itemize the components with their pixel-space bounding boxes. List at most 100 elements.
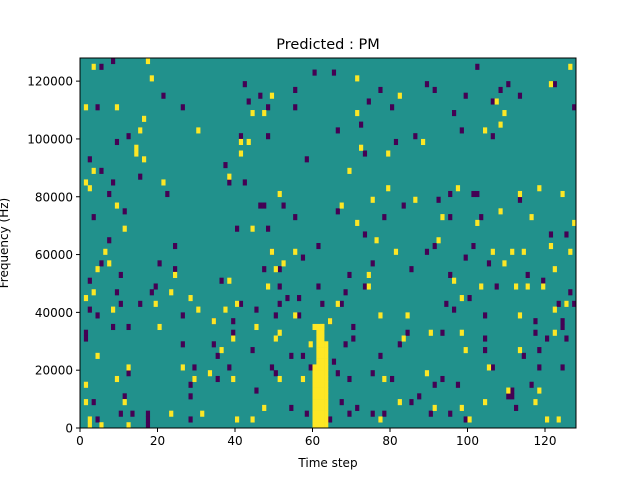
low-cell [91, 399, 96, 406]
high-cell [537, 185, 542, 192]
low-cell [145, 410, 151, 417]
high-cell [475, 219, 480, 226]
high-cell [262, 110, 267, 117]
low-cell [560, 323, 565, 331]
low-cell [297, 295, 302, 302]
low-cell [335, 127, 340, 134]
high-cell [320, 399, 325, 406]
low-cell [455, 381, 461, 388]
low-cell [351, 335, 356, 342]
low-cell [138, 300, 143, 307]
y-tick-label: 40000 [35, 306, 73, 320]
high-cell [374, 237, 379, 244]
low-cell [471, 243, 476, 250]
low-cell [258, 202, 263, 209]
low-cell [266, 225, 271, 232]
high-cell [312, 364, 317, 371]
high-cell [142, 156, 147, 163]
low-cell [556, 300, 561, 307]
high-cell [514, 283, 519, 290]
high-cell [440, 214, 445, 221]
high-cell [320, 323, 325, 331]
high-cell [568, 248, 573, 255]
x-tick-label: 100 [456, 434, 479, 448]
high-cell [324, 393, 329, 400]
low-cell [362, 283, 368, 290]
high-cell [145, 58, 151, 65]
high-cell [188, 295, 193, 302]
low-cell [572, 300, 577, 307]
high-cell [324, 404, 329, 411]
low-cell [99, 63, 104, 70]
high-cell [316, 341, 321, 348]
low-cell [347, 410, 352, 417]
high-cell [324, 387, 329, 394]
high-cell [424, 370, 430, 377]
low-cell [347, 271, 352, 278]
high-cell [320, 364, 325, 371]
low-cell [312, 69, 317, 76]
high-cell [134, 144, 139, 151]
low-cell [370, 260, 375, 267]
high-cell [312, 416, 317, 423]
high-cell [324, 370, 329, 377]
low-cell [219, 277, 224, 284]
low-cell [432, 86, 437, 93]
high-cell [83, 295, 89, 302]
low-cell [428, 410, 433, 417]
high-cell [537, 387, 542, 394]
low-cell [277, 266, 282, 273]
high-cell [347, 167, 352, 174]
low-cell [448, 214, 453, 221]
high-cell [122, 225, 127, 232]
high-cell [312, 370, 317, 377]
low-cell [114, 138, 120, 146]
low-cell [188, 416, 193, 423]
low-cell [378, 352, 383, 359]
high-cell [126, 364, 131, 371]
low-cell [424, 81, 430, 88]
high-cell [192, 375, 197, 383]
low-cell [436, 196, 441, 203]
high-cell [254, 323, 259, 331]
high-cell [483, 399, 488, 406]
low-cell [304, 156, 309, 163]
low-cell [328, 416, 333, 423]
low-cell [269, 364, 275, 371]
high-cell [312, 410, 317, 417]
low-cell [521, 352, 526, 359]
low-cell [266, 133, 271, 140]
low-cell [486, 260, 492, 267]
low-cell [452, 110, 457, 117]
high-cell [219, 347, 224, 354]
high-cell [459, 295, 464, 302]
high-cell [328, 318, 333, 325]
heatmap-hot-band [312, 323, 329, 429]
low-cell [409, 266, 414, 273]
high-cell [316, 422, 321, 429]
high-cell [114, 202, 120, 209]
low-cell [118, 271, 123, 278]
low-cell [262, 266, 267, 273]
low-cell [308, 364, 313, 371]
high-cell [316, 347, 321, 354]
low-cell [432, 243, 437, 250]
low-cell [99, 260, 104, 267]
low-cell [393, 138, 399, 146]
low-cell [277, 300, 282, 307]
high-cell [250, 416, 255, 423]
high-cell [324, 341, 329, 348]
high-cell [572, 219, 577, 226]
chart-title: Predicted : PM [276, 37, 379, 53]
low-cell [529, 381, 534, 388]
low-cell [165, 190, 170, 198]
low-cell [517, 92, 523, 99]
high-cell [312, 387, 317, 394]
low-cell [188, 393, 193, 400]
low-cell [331, 358, 337, 365]
x-tick-label: 20 [150, 434, 165, 448]
low-cell [390, 375, 395, 383]
high-cell [114, 104, 120, 111]
high-cell [494, 98, 499, 105]
high-cell [246, 138, 251, 146]
